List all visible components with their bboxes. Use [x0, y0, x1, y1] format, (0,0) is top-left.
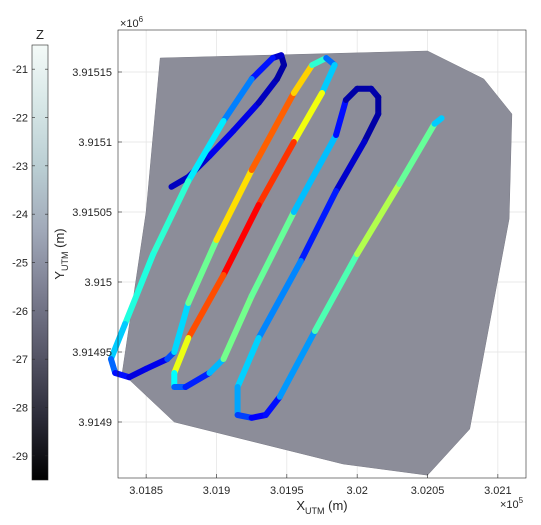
track-segment — [354, 181, 403, 257]
track-segment — [333, 139, 368, 194]
track-segment — [206, 127, 237, 159]
track-segment — [276, 328, 318, 400]
survey-track — [107, 52, 445, 421]
track-segment — [248, 90, 297, 173]
x-tick-label: 3.0205 — [411, 485, 445, 497]
y-tick-labels: 3.9149 3.91495 3.915 3.91505 3.9151 3.91515 — [72, 67, 122, 429]
track-segment — [234, 335, 262, 390]
track-segment — [220, 293, 255, 362]
track-segment — [171, 335, 192, 376]
track-segment — [248, 209, 297, 299]
axes-box — [117, 29, 527, 479]
colorbar-tick-label: -24 — [12, 209, 28, 221]
track-segment — [185, 118, 227, 185]
track-segment — [319, 62, 338, 96]
x-tick-labels: 3.0185 3.019 3.0195 3.02 3.0205 3.021 — [129, 474, 512, 497]
track-segment — [185, 237, 220, 306]
x-axis-label: XUTM (m) — [296, 498, 347, 516]
x-tick-label: 3.021 — [484, 485, 512, 497]
track-segment — [206, 356, 227, 376]
track-segment — [230, 99, 262, 134]
colorbar-title: Z — [36, 27, 44, 42]
colorbar-tick-label: -28 — [12, 403, 28, 415]
colorbar-tick-label: -21 — [12, 64, 28, 76]
x-tick-label: 3.019 — [203, 485, 231, 497]
colorbar-tick-label: -26 — [12, 306, 28, 318]
track-segment — [255, 139, 297, 208]
track-segment — [126, 365, 150, 381]
track-segment — [168, 174, 192, 190]
track-segment — [396, 120, 438, 187]
x-exponent: ×105 — [500, 496, 524, 511]
track-segment — [213, 167, 255, 243]
track-segment — [248, 55, 276, 82]
track-segment — [182, 370, 213, 390]
track-segment — [297, 188, 340, 264]
track-segment — [262, 393, 283, 418]
track-segment — [220, 202, 262, 278]
track-segment — [431, 115, 445, 127]
y-exponent: ×106 — [120, 15, 144, 30]
track-segment — [255, 76, 280, 106]
colorbar-tick-label: -27 — [12, 354, 28, 366]
track-segment — [255, 258, 304, 341]
track-segment — [361, 111, 382, 145]
bathymetry-surface — [121, 50, 513, 476]
y-tick-label: 3.91495 — [72, 347, 112, 359]
track-segment — [220, 76, 255, 124]
y-tick-label: 3.915 — [84, 277, 112, 289]
track-segment — [333, 97, 349, 138]
y-axis-label: YUTM (m) — [52, 228, 70, 279]
colorbar-tick-label: -29 — [12, 451, 28, 463]
y-tick-label: 3.9149 — [78, 417, 112, 429]
colorbar-ticks: -21 -22 -23 -24 -25 -26 -27 -28 -29 — [12, 64, 48, 463]
track-segment — [185, 272, 227, 341]
track-segment — [143, 356, 171, 372]
colorbar-tick-label: -25 — [12, 258, 28, 270]
x-tick-label: 3.0195 — [270, 485, 304, 497]
track-segment — [150, 178, 192, 257]
x-tick-label: 3.0185 — [129, 485, 163, 497]
y-tick-label: 3.91515 — [72, 67, 112, 79]
y-tick-label: 3.91505 — [72, 207, 112, 219]
track-segment — [311, 251, 361, 334]
colorbar-tick-label: -22 — [12, 113, 28, 125]
track-segment — [290, 132, 340, 215]
track-segment — [171, 300, 192, 355]
y-tick-label: 3.9151 — [78, 137, 112, 149]
colorbar-tick-label: -23 — [12, 161, 28, 173]
track-segment — [290, 90, 325, 145]
x-tick-label: 3.02 — [346, 485, 367, 497]
track-segment — [290, 62, 316, 96]
track-segment — [122, 251, 157, 327]
